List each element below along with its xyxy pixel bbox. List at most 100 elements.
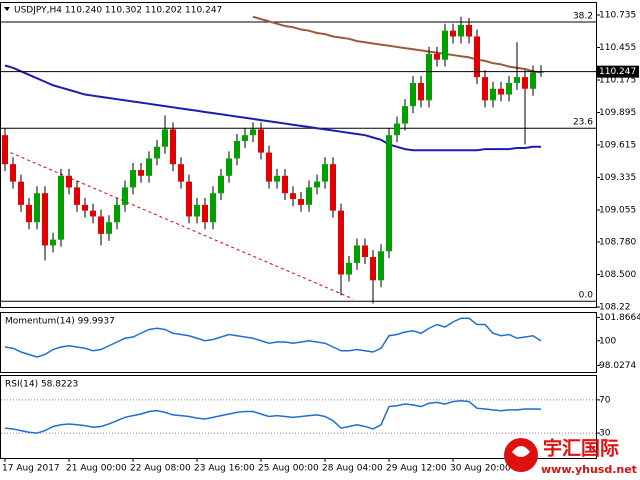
y-tick-label: 108.22 <box>599 303 631 313</box>
candle-body <box>98 216 104 234</box>
main-pane <box>0 2 597 308</box>
candle-body <box>490 88 496 101</box>
candle-body <box>402 106 408 124</box>
candle-body <box>450 30 456 37</box>
x-tick-label: 23 Aug 16:00 <box>194 464 255 474</box>
candle-body <box>418 82 424 101</box>
rsi-title: RSI(14) 58.8223 <box>5 380 78 390</box>
x-tick-label: 17 Aug 2017 <box>2 464 60 474</box>
candle-body <box>154 146 160 159</box>
candle-body <box>330 164 336 211</box>
y-tick-label: 108.500 <box>599 270 636 280</box>
candle-body <box>218 175 224 194</box>
y-tick-label: 30 <box>599 429 611 439</box>
candle-body <box>178 164 184 182</box>
indicator-line <box>4 399 542 434</box>
candle-body <box>114 204 120 223</box>
y-tick-label: 110.455 <box>599 43 636 53</box>
y-tick-label: 109.615 <box>599 141 636 151</box>
candle-body <box>202 204 208 223</box>
candle-body <box>386 135 392 252</box>
candle-body <box>322 164 328 182</box>
candle-body <box>442 30 448 60</box>
candle-body <box>482 77 488 101</box>
watermark-url: www.yhusd.net <box>541 463 637 476</box>
candle-body <box>466 24 472 37</box>
candle-body <box>26 204 32 223</box>
symbol-icon <box>4 7 10 11</box>
x-tick-label: 21 Aug 00:00 <box>66 464 127 474</box>
candle-body <box>434 53 440 60</box>
candle-body <box>410 82 416 107</box>
candle-body <box>138 169 144 176</box>
candle-body <box>426 53 432 101</box>
candle-body <box>210 193 216 223</box>
candle-body <box>66 175 72 188</box>
candle-body <box>50 239 56 246</box>
fib-label: 23.6 <box>573 118 593 128</box>
y-tick-label: 100 <box>599 336 616 346</box>
candle-body <box>90 210 96 217</box>
candle-body <box>282 175 288 194</box>
candle-body <box>234 140 240 159</box>
candle-body <box>82 204 88 211</box>
candle-body <box>130 169 136 188</box>
candle-body <box>10 164 16 182</box>
watermark-name: 宇汇国际 <box>543 438 619 460</box>
candle-body <box>186 181 192 217</box>
candle-body <box>514 77 520 83</box>
candle-body <box>18 181 24 205</box>
candle-body <box>394 123 400 136</box>
candle-body <box>506 82 512 95</box>
candle-body <box>58 175 64 240</box>
candle-body <box>298 199 304 205</box>
candle-body <box>74 187 80 205</box>
candle-body <box>306 187 312 205</box>
candle-body <box>314 181 320 188</box>
candle-body <box>2 135 8 165</box>
y-tick-label: 98.0274 <box>599 361 636 371</box>
candle-body <box>378 251 384 281</box>
candle-body <box>522 77 528 89</box>
x-tick-label: 29 Aug 12:00 <box>386 464 447 474</box>
candle-body <box>226 158 232 176</box>
candle-body <box>162 129 168 147</box>
x-tick-label: 25 Aug 00:00 <box>258 464 319 474</box>
candle-body <box>274 175 280 182</box>
candle-body <box>242 135 248 141</box>
candle-body <box>346 262 352 275</box>
last-price-tag <box>597 65 639 78</box>
y-tick-label: 101.8664 <box>599 313 640 323</box>
x-tick-label: 28 Aug 04:00 <box>322 464 383 474</box>
candle-body <box>362 245 368 258</box>
candle-body <box>106 222 112 234</box>
y-tick-label: 109.335 <box>599 173 636 183</box>
candle-body <box>370 257 376 281</box>
candle-body <box>498 88 504 95</box>
candle-body <box>338 210 344 275</box>
y-tick-label: 110.175 <box>599 76 636 86</box>
candle-body <box>34 193 40 223</box>
fib-label: 38.2 <box>573 11 593 21</box>
candle-body <box>42 193 48 246</box>
y-tick-label: 109.055 <box>599 206 636 216</box>
logo-mark <box>512 446 530 457</box>
watermark: 宇汇国际 www.yhusd.net <box>504 438 637 476</box>
indicator-line <box>4 317 542 358</box>
y-tick-label: 109.895 <box>599 108 636 118</box>
candle-body <box>354 245 360 263</box>
candle-body <box>194 204 200 217</box>
momentum-title: Momentum(14) 99.9937 <box>5 317 115 327</box>
y-tick-label: 110.735 <box>599 11 636 21</box>
y-tick-label: 70 <box>599 395 611 405</box>
candle-body <box>474 36 480 78</box>
moving-average <box>252 15 542 74</box>
candle-body <box>146 158 152 176</box>
candle-body <box>250 129 256 136</box>
rsi-pane <box>0 375 597 459</box>
candle-body <box>290 193 296 200</box>
candle-body <box>258 129 264 153</box>
candle-body <box>122 187 128 205</box>
candle-body <box>170 129 176 165</box>
